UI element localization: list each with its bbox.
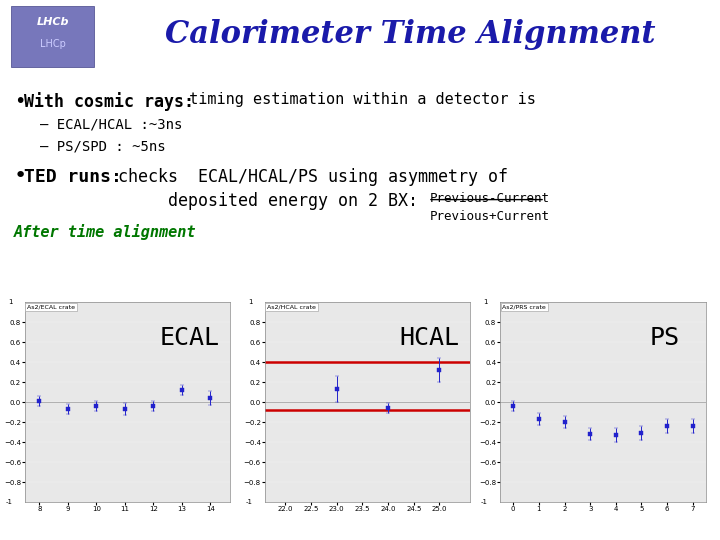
Text: •: • [14, 92, 25, 111]
Text: Calorimeter Time Alignment: Calorimeter Time Alignment [165, 19, 656, 51]
Text: PS: PS [649, 326, 680, 350]
Text: timing estimation within a detector is: timing estimation within a detector is [180, 92, 536, 106]
Text: Previous+Current: Previous+Current [430, 210, 550, 222]
Text: Previous-Current: Previous-Current [430, 192, 550, 205]
Text: -1: -1 [481, 499, 488, 505]
Text: 1: 1 [248, 299, 253, 306]
Text: 1: 1 [484, 299, 488, 306]
Text: As2/PRS crate: As2/PRS crate [503, 305, 546, 309]
Text: After time alignment: After time alignment [14, 224, 197, 240]
Text: HCAL: HCAL [399, 326, 459, 350]
Text: •: • [14, 166, 27, 186]
Text: As2/HCAL crate: As2/HCAL crate [267, 305, 316, 309]
Text: -1: -1 [246, 499, 253, 505]
Text: – ECAL/HCAL :~3ns: – ECAL/HCAL :~3ns [40, 118, 182, 132]
Text: With cosmic rays:: With cosmic rays: [24, 92, 194, 111]
Text: LHCb: LHCb [36, 17, 69, 27]
Text: TED runs:: TED runs: [24, 167, 122, 186]
Text: – PS/SPD : ~5ns: – PS/SPD : ~5ns [40, 140, 166, 153]
Text: As2/ECAL crate: As2/ECAL crate [27, 305, 76, 309]
Text: checks  ECAL/HCAL/PS using asymmetry of: checks ECAL/HCAL/PS using asymmetry of [108, 167, 508, 186]
Text: ECAL: ECAL [159, 326, 220, 350]
Text: 1: 1 [9, 299, 13, 306]
Text: LHCp: LHCp [40, 39, 66, 49]
FancyBboxPatch shape [11, 6, 94, 67]
Text: deposited energy on 2 BX:: deposited energy on 2 BX: [168, 192, 418, 210]
Text: -1: -1 [6, 499, 13, 505]
